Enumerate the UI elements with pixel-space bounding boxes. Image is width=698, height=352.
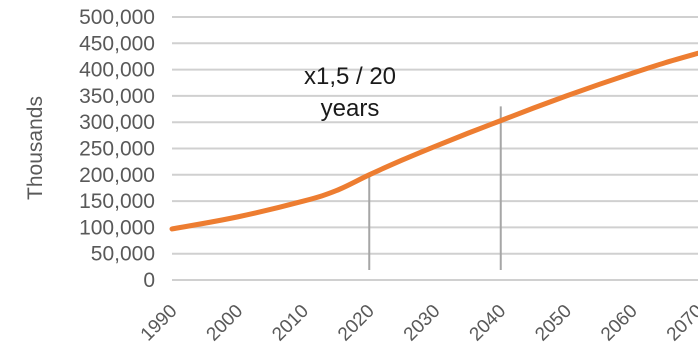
x-tick-label: 2040 bbox=[466, 301, 511, 346]
y-tick-label: 350,000 bbox=[79, 85, 155, 108]
x-tick-label: 2010 bbox=[268, 301, 313, 346]
y-tick-label: 500,000 bbox=[79, 6, 155, 29]
series-line bbox=[169, 50, 698, 232]
annotation-line-2: years bbox=[321, 95, 380, 122]
y-tick-label: 400,000 bbox=[79, 59, 155, 82]
annotation-line-1: x1,5 / 20 bbox=[304, 63, 396, 90]
y-tick-label: 250,000 bbox=[79, 138, 155, 161]
y-tick-label: 150,000 bbox=[79, 190, 155, 213]
y-tick-label: 200,000 bbox=[79, 164, 155, 187]
series-layer bbox=[169, 50, 698, 232]
reference-lines bbox=[368, 106, 502, 270]
x-tick-label: 2060 bbox=[597, 301, 642, 346]
y-tick-label: 0 bbox=[143, 269, 155, 292]
x-tick-label: 2050 bbox=[531, 301, 576, 346]
y-tick-label: 300,000 bbox=[79, 111, 155, 134]
x-axis-ticks: 1990 2000 2010 2020 2030 2040 2050 2060 2070 bbox=[137, 301, 698, 346]
x-tick-label: 2000 bbox=[203, 301, 248, 346]
x-tick-label: 2070 bbox=[663, 301, 698, 346]
x-tick-label: 1990 bbox=[137, 301, 182, 346]
y-tick-label: 100,000 bbox=[79, 216, 155, 239]
y-axis-ticks: 0 50,000 100,000 150,000 200,000 250,000 300,0… bbox=[79, 6, 155, 292]
y-tick-label: 50,000 bbox=[91, 243, 155, 266]
y-tick-label: 450,000 bbox=[79, 32, 155, 55]
y-axis-label: Thousands bbox=[24, 96, 47, 200]
x-tick-label: 2020 bbox=[334, 301, 379, 346]
x-tick-label: 2030 bbox=[400, 301, 445, 346]
